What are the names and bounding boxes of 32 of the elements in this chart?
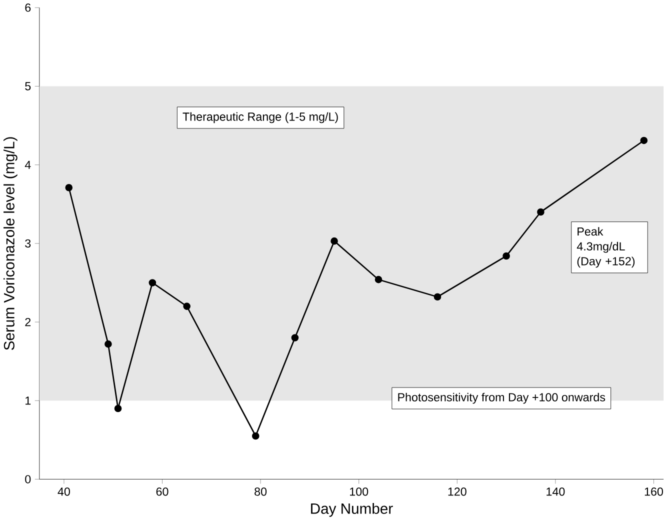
- x-tick-label: 60: [156, 487, 168, 496]
- y-tick-label: 3: [25, 239, 31, 248]
- x-tick-label: 160: [644, 487, 663, 496]
- point: [537, 208, 544, 216]
- y-tick-label: 6: [25, 3, 31, 12]
- annotation: Peak 4.3mg/dL (Day +152): [576, 226, 635, 268]
- point: [640, 136, 648, 144]
- point: [252, 432, 260, 440]
- y-axis-title: Serum Voriconazole level (mg/L): [4, 137, 18, 350]
- point: [65, 184, 73, 192]
- y-tick-label: 1: [26, 396, 31, 404]
- point: [183, 302, 190, 310]
- x-tick-label: 140: [546, 487, 565, 496]
- y-tick-label: 4: [24, 160, 31, 169]
- point: [330, 237, 338, 245]
- x-tick-label: 80: [254, 487, 267, 496]
- point: [434, 293, 442, 300]
- y-tick-label: 2: [25, 318, 31, 326]
- point: [104, 340, 112, 348]
- band-label: Therapeutic Range (1-5 mg/L): [182, 112, 338, 123]
- point: [291, 334, 299, 342]
- point: [114, 404, 122, 412]
- y-tick-label: 0: [25, 474, 31, 484]
- y-tick-label: 5: [25, 82, 31, 90]
- point: [148, 278, 156, 286]
- annotation: Photosensitivity from Day +100 onwards: [398, 392, 606, 404]
- x-tick-label: 120: [448, 487, 466, 496]
- point: [374, 276, 382, 284]
- point: [502, 252, 510, 260]
- x-axis-title: Day Number: [311, 502, 393, 517]
- x-tick-label: 40: [58, 487, 70, 496]
- x-tick-label: 100: [350, 487, 368, 496]
